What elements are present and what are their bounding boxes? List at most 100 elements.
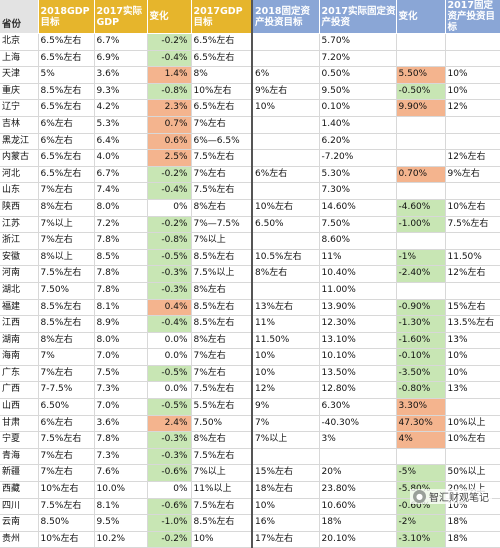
cell-gdp-actual-2017: 9.3% [94, 83, 148, 101]
cell-gdp-target-2017: 8% [191, 66, 253, 84]
cell-inv-target-2017: 13% [445, 381, 500, 400]
cell-gdp-change: -0.3% [147, 431, 192, 449]
cell-gdp-change: -0.3% [147, 448, 192, 466]
cell-gdp-actual-2017: 7.0% [94, 348, 148, 366]
cell-gdp-target-2018: 8%左右 [38, 199, 95, 217]
cell-gdp-target-2017: 7%左右 [191, 166, 253, 184]
table-row: 湖北 7.50% 7.8% -0.3% 8%左右 11.00% [0, 282, 500, 300]
cell-inv-target-2017: 10%左右 [445, 199, 500, 217]
cell-inv-change [396, 282, 446, 300]
cell-inv-target-2018: 6%左右 [252, 166, 320, 184]
cell-inv-target-2018: 9%左右 [252, 83, 320, 101]
header-2018-investment-target: 2018固定资产投资目标 [252, 0, 320, 34]
cell-gdp-actual-2017: 7.4% [94, 182, 148, 200]
cell-inv-actual-2017: 5.70% [319, 33, 397, 51]
cell-gdp-target-2018: 8.5%左右 [38, 315, 95, 333]
cell-gdp-target-2017: 7%—7.5% [191, 216, 253, 234]
cell-inv-target-2017 [445, 133, 500, 151]
cell-inv-target-2018: 15%左右 [252, 464, 320, 483]
cell-gdp-actual-2017: 7.3% [94, 381, 148, 400]
cell-province: 陕西 [0, 199, 39, 217]
header-2017-actual-gdp: 2017实际GDP [94, 0, 148, 34]
cell-gdp-actual-2017: 7.8% [94, 232, 148, 250]
cell-gdp-target-2017: 7.50% [191, 415, 253, 433]
cell-inv-target-2018: 16% [252, 514, 320, 532]
cell-inv-target-2018: 12% [252, 381, 320, 400]
watermark-text: 智汇财观笔记 [429, 493, 489, 504]
cell-gdp-target-2018: 7.5%左右 [38, 431, 95, 449]
cell-inv-actual-2017: -40.30% [319, 415, 397, 433]
cell-gdp-change: -1.0% [147, 514, 192, 532]
cell-inv-change: -1.30% [396, 315, 446, 333]
header-2017-gdp-target: 2017GDP目标 [191, 0, 253, 34]
cell-gdp-target-2017: 11%以上 [191, 481, 253, 499]
cell-inv-actual-2017: 10.60% [319, 498, 397, 516]
cell-inv-actual-2017: 11.00% [319, 282, 397, 300]
cell-inv-actual-2017: 23.80% [319, 481, 397, 499]
cell-gdp-actual-2017: 6.4% [94, 133, 148, 151]
cell-gdp-target-2018: 7.5%左右 [38, 265, 95, 283]
cell-inv-target-2018: 18%左右 [252, 481, 320, 499]
table-row: 重庆 8.5%左右 9.3% -0.8% 10%左右 9%左右 9.50% -0.50% 10% [0, 83, 500, 101]
cell-inv-change [396, 133, 446, 151]
cell-gdp-target-2017: 8%左右 [191, 282, 253, 300]
cell-province: 山东 [0, 182, 39, 200]
cell-province: 江苏 [0, 216, 39, 234]
table-row: 山东 7%左右 7.4% -0.4% 7.5%左右 7.30% [0, 182, 500, 200]
cell-inv-actual-2017: 0.50% [319, 66, 397, 84]
cell-province: 辽宁 [0, 99, 39, 117]
header-gdp-change: 变化 [147, 0, 192, 34]
cell-province: 北京 [0, 33, 39, 51]
cell-inv-change: -4.60% [396, 199, 446, 217]
cell-gdp-target-2018: 7%以上 [38, 216, 95, 234]
cell-inv-target-2017 [445, 398, 500, 416]
cell-province: 湖南 [0, 332, 39, 350]
cell-gdp-target-2018: 10%左右 [38, 531, 95, 548]
table-row: 浙江 7%左右 7.8% -0.8% 7%以上 8.60% [0, 232, 500, 250]
cell-gdp-target-2018: 8.5%左右 [38, 299, 95, 317]
cell-gdp-change: -0.2% [147, 216, 192, 234]
cell-gdp-target-2018: 7% [38, 348, 95, 366]
cell-inv-actual-2017: 20% [319, 464, 397, 483]
cell-inv-target-2018: 9% [252, 398, 320, 416]
cell-inv-target-2018: 7% [252, 415, 320, 433]
table-row: 江苏 7%以上 7.2% -0.2% 7%—7.5% 6.50% 7.50% -1.00% 7.… [0, 216, 500, 234]
cell-inv-actual-2017: 13.50% [319, 365, 397, 383]
cell-gdp-change: -0.3% [147, 282, 192, 300]
cell-inv-target-2017: 13.5%左右 [445, 315, 500, 333]
table-row: 山西 6.50% 7.0% -0.5% 5.5%左右 9% 6.30% 3.30% [0, 398, 500, 416]
cell-province: 浙江 [0, 232, 39, 250]
cell-gdp-change: 2.5% [147, 149, 192, 167]
cell-gdp-actual-2017: 4.0% [94, 149, 148, 167]
table-row: 宁夏 7.5%左右 7.8% -0.3% 8%左右 7%以上 3% 4% 10%左右 [0, 431, 500, 449]
cell-inv-change [396, 448, 446, 466]
cell-gdp-target-2017: 10% [191, 531, 253, 548]
cell-inv-target-2018 [252, 116, 320, 134]
cell-gdp-actual-2017: 8.1% [94, 498, 148, 516]
header-investment-change: 变化 [396, 0, 446, 34]
cell-gdp-target-2017: 8%左右 [191, 431, 253, 449]
cell-gdp-target-2017: 8%左右 [191, 332, 253, 350]
cell-gdp-target-2017: 7.5%左右 [191, 381, 253, 400]
cell-gdp-target-2017: 6.5%左右 [191, 99, 253, 117]
table-row: 安徽 8%以上 8.5% -0.5% 8.5%左右 10.5%左右 11% -1% 11.50% [0, 249, 500, 267]
cell-gdp-change: 2.3% [147, 99, 192, 117]
cell-gdp-actual-2017: 3.6% [94, 415, 148, 433]
cell-gdp-change: 0.0% [147, 381, 192, 400]
cell-inv-actual-2017: 6.20% [319, 133, 397, 151]
cell-inv-target-2018: 10% [252, 99, 320, 117]
cell-gdp-target-2017: 7.5%左右 [191, 182, 253, 200]
cell-inv-actual-2017: 7.20% [319, 50, 397, 68]
cell-inv-change: -0.10% [396, 348, 446, 366]
cell-gdp-actual-2017: 8.5% [94, 249, 148, 267]
cell-province: 福建 [0, 299, 39, 317]
cell-inv-actual-2017: -7.20% [319, 149, 397, 167]
header-2018-gdp-target: 2018GDP目标 [38, 0, 95, 34]
cell-gdp-actual-2017: 8.1% [94, 299, 148, 317]
cell-gdp-target-2018: 6.5%左右 [38, 33, 95, 51]
cell-gdp-actual-2017: 7.5% [94, 365, 148, 383]
cell-inv-actual-2017: 13.10% [319, 332, 397, 350]
cell-gdp-change: 0% [147, 199, 192, 217]
header-row: 省份 2018GDP目标 2017实际GDP 变化 2017GDP目标 2018… [0, 0, 500, 34]
cell-gdp-target-2017: 8.5%左右 [191, 249, 253, 267]
